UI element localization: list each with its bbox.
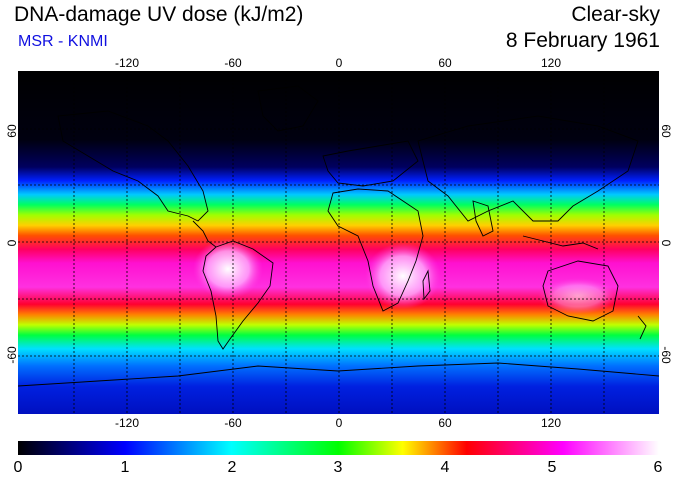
data-source-label: MSR - KNMI (18, 33, 108, 50)
colorbar-label: 4 (440, 459, 450, 476)
lon-tick-top: 60 (438, 56, 452, 70)
lon-tick-bottom: -60 (224, 416, 242, 430)
colorbar-label: 6 (653, 459, 663, 476)
lat-tick-right: -60 (659, 346, 673, 364)
lat-tick-right: 60 (659, 124, 673, 138)
date-label: 8 February 1961 (505, 29, 660, 52)
colorbar-label: 0 (13, 459, 23, 476)
colorbar-label: 3 (333, 459, 343, 476)
lon-tick-bottom: 120 (540, 416, 562, 430)
lon-tick-top: -60 (224, 56, 242, 70)
lat-tick-left: 60 (5, 124, 19, 138)
colorbar-label: 2 (227, 459, 237, 476)
lat-tick-left: 0 (5, 239, 19, 247)
sky-condition-label: Clear-sky (571, 3, 660, 26)
uv-dose-map (18, 71, 659, 414)
colorbar-label: 5 (547, 459, 557, 476)
lon-tick-top: 0 (335, 56, 343, 70)
lon-tick-bottom: 60 (438, 416, 452, 430)
lon-tick-bottom: -120 (114, 416, 140, 430)
colorbar (18, 441, 659, 455)
map-title: DNA-damage UV dose (kJ/m2) (14, 3, 304, 26)
coastlines (18, 85, 659, 387)
uv-dose-field (18, 71, 659, 414)
colorbar-label: 1 (120, 459, 130, 476)
lon-tick-top: -120 (114, 56, 140, 70)
lat-tick-right: 0 (659, 239, 673, 247)
lon-tick-bottom: 0 (335, 416, 343, 430)
lat-tick-left: -60 (5, 346, 19, 364)
lon-tick-top: 120 (540, 56, 562, 70)
